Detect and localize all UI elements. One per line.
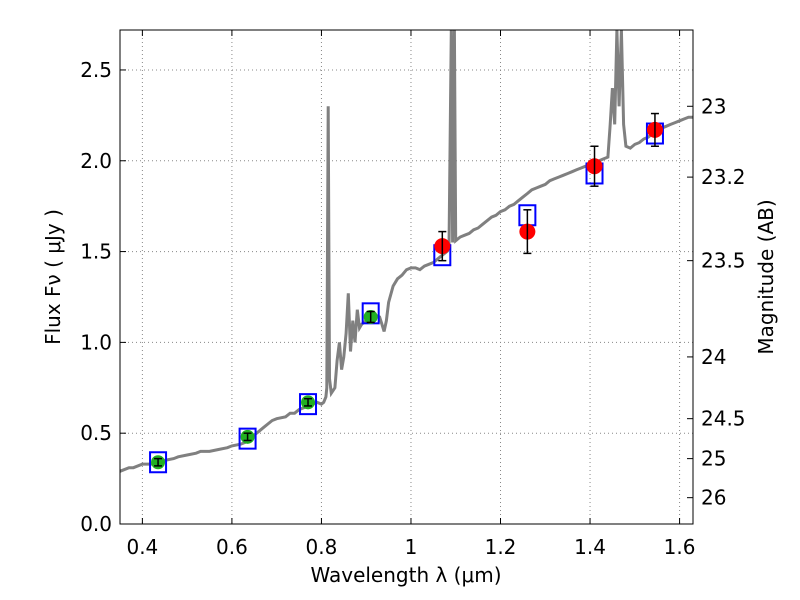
y-tick-label: 1.5 bbox=[80, 240, 112, 264]
photometry-points bbox=[151, 112, 663, 470]
x-tick-label: 1 bbox=[405, 535, 418, 559]
axis-ticks: 0.4 0.6 0.8 1 1.2 1.4 1.6 0.0 0.5 1.0 1.5 2.0 2.5 23 2… bbox=[80, 30, 746, 559]
plot-frame bbox=[119, 29, 694, 525]
x-tick-label: 0.8 bbox=[306, 535, 338, 559]
model-box bbox=[299, 393, 318, 416]
right-tick-label: 26 bbox=[701, 486, 726, 510]
model-box bbox=[238, 427, 257, 450]
x-tick-label: 0.4 bbox=[126, 535, 158, 559]
y-tick-label: 2.0 bbox=[80, 149, 112, 173]
x-tick-label: 1.2 bbox=[485, 535, 517, 559]
right-tick-label: 25 bbox=[701, 447, 726, 471]
right-tick-label: 24 bbox=[701, 345, 726, 369]
right-tick-label: 24.5 bbox=[701, 407, 746, 431]
x-tick-label: 1.4 bbox=[574, 535, 606, 559]
right-axis-label: Magnitude (AB) bbox=[754, 199, 778, 354]
y-tick-label: 0.0 bbox=[80, 512, 112, 536]
y-tick-label: 0.5 bbox=[80, 421, 112, 445]
template-sed bbox=[120, 30, 693, 473]
template-line bbox=[120, 30, 693, 473]
right-tick-label: 23 bbox=[701, 94, 726, 118]
right-tick-label: 23.2 bbox=[701, 165, 746, 189]
x-tick-label: 0.6 bbox=[216, 535, 248, 559]
y-tick-label: 2.5 bbox=[80, 58, 112, 82]
plot-background bbox=[120, 30, 693, 524]
model-box bbox=[149, 451, 168, 474]
y-tick-label: 1.0 bbox=[80, 330, 112, 354]
x-axis-label: Wavelength λ (μm) bbox=[310, 563, 501, 587]
y-axis-label: Flux Fν ( μJy ) bbox=[41, 209, 65, 345]
right-tick-label: 23.5 bbox=[701, 249, 746, 273]
x-tick-label: 1.6 bbox=[664, 535, 696, 559]
